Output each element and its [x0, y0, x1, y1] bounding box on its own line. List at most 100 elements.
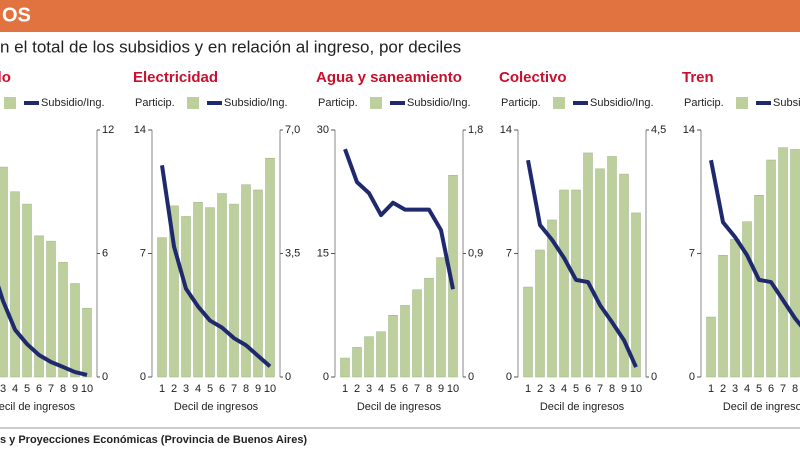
x-tick-label: 3: [0, 383, 6, 395]
bar: [157, 237, 167, 378]
panel-title: Tren: [682, 69, 714, 86]
y-tick-label: 0: [689, 371, 695, 383]
x-tick-label: 4: [195, 383, 201, 395]
bar: [583, 152, 593, 378]
x-tick-label: 4: [744, 383, 750, 395]
y-tick-label: 14: [500, 124, 512, 136]
bar: [82, 307, 92, 378]
bar: [778, 147, 788, 378]
x-tick-label: 8: [426, 383, 432, 395]
y-tick-label: 14: [683, 124, 695, 136]
panel-title: nvasado: [0, 69, 11, 86]
legend-swatch: [736, 97, 748, 109]
line: [0, 285, 88, 377]
x-tick-label: 5: [207, 383, 213, 395]
legend-label: Subsidio/Ing.: [407, 97, 471, 109]
legend-swatch: [187, 97, 199, 109]
x-tick-label: 3: [549, 383, 555, 395]
x-tick-label: 7: [48, 383, 54, 395]
x-tick-label: 7: [780, 383, 786, 395]
y-tick-label: 7: [689, 247, 695, 259]
y-tick-label: 0: [140, 371, 146, 383]
x-tick-label: 4: [12, 383, 18, 395]
x-tick-label: 8: [609, 383, 615, 395]
legend-label: Particip.: [501, 97, 541, 109]
y-tick-label: 0: [323, 371, 329, 383]
y2-tick-label: 6: [102, 247, 108, 259]
y2-tick-label: 0: [285, 371, 291, 383]
x-tick-label: 9: [72, 383, 78, 395]
bar: [70, 283, 80, 378]
line: [526, 159, 638, 368]
bar: [22, 203, 32, 378]
line: [343, 148, 455, 290]
bar: [742, 221, 752, 378]
bar: [205, 207, 215, 378]
y-tick-label: 30: [317, 124, 329, 136]
bar: [571, 189, 581, 378]
legend-label: Subsidio/Ing.: [41, 97, 105, 109]
y2-tick-label: 12: [102, 124, 114, 136]
bar: [58, 262, 68, 378]
x-tick-label: 4: [378, 383, 384, 395]
legend-swatch: [4, 97, 16, 109]
bar: [34, 235, 44, 378]
y-tick-label: 14: [134, 124, 146, 136]
y2-tick-label: 0: [651, 371, 657, 383]
source: s y Proyecciones Económicas (Provincia d…: [0, 434, 307, 446]
bar: [523, 286, 533, 378]
header-band: [0, 0, 800, 32]
x-tick-label: 4: [561, 383, 567, 395]
x-tick-label: 2: [537, 383, 543, 395]
x-tick-label: 1: [159, 383, 165, 395]
x-tick-label: 10: [447, 383, 459, 395]
bar: [364, 336, 374, 378]
x-tick-label: 1: [708, 383, 714, 395]
x-tick-label: 10: [81, 383, 93, 395]
x-tick-label: 3: [366, 383, 372, 395]
y2-tick-label: 7,0: [285, 124, 300, 136]
subtitle: n el total de los subsidios y en relació…: [0, 37, 461, 56]
y-tick-label: 7: [506, 247, 512, 259]
bar: [547, 219, 557, 378]
bar: [535, 249, 545, 378]
header-title: OS: [2, 4, 31, 26]
x-axis-label: Decil de ingresos: [357, 401, 442, 413]
bar: [595, 168, 605, 378]
bar: [436, 257, 446, 378]
x-tick-label: 10: [264, 383, 276, 395]
x-tick-label: 5: [756, 383, 762, 395]
legend-swatch: [370, 97, 382, 109]
bar: [253, 189, 263, 378]
bar: [718, 255, 728, 378]
legend-label: Particip.: [684, 97, 724, 109]
x-tick-label: 8: [243, 383, 249, 395]
bar: [424, 277, 434, 378]
bar: [10, 191, 20, 378]
legend-label: Particip.: [318, 97, 358, 109]
x-tick-label: 5: [24, 383, 30, 395]
bar: [352, 347, 362, 378]
y2-tick-label: 4,5: [651, 124, 666, 136]
x-tick-label: 6: [36, 383, 42, 395]
x-tick-label: 6: [219, 383, 225, 395]
x-tick-label: 9: [621, 383, 627, 395]
y-tick-label: 0: [506, 371, 512, 383]
bar: [559, 189, 569, 378]
y2-tick-label: 0: [102, 371, 108, 383]
legend-label: Particip.: [135, 97, 175, 109]
y-tick-label: 7: [140, 247, 146, 259]
x-axis-label: Decil de ingresos: [540, 401, 625, 413]
bar: [376, 331, 386, 378]
x-tick-label: 2: [171, 383, 177, 395]
x-tick-label: 1: [525, 383, 531, 395]
x-tick-label: 9: [438, 383, 444, 395]
x-axis-label: Decil de ingresos: [0, 401, 76, 413]
x-tick-label: 3: [732, 383, 738, 395]
panel-title: Colectivo: [499, 69, 567, 86]
x-tick-label: 7: [231, 383, 237, 395]
bar: [619, 173, 629, 378]
x-tick-label: 6: [585, 383, 591, 395]
bar: [766, 159, 776, 378]
